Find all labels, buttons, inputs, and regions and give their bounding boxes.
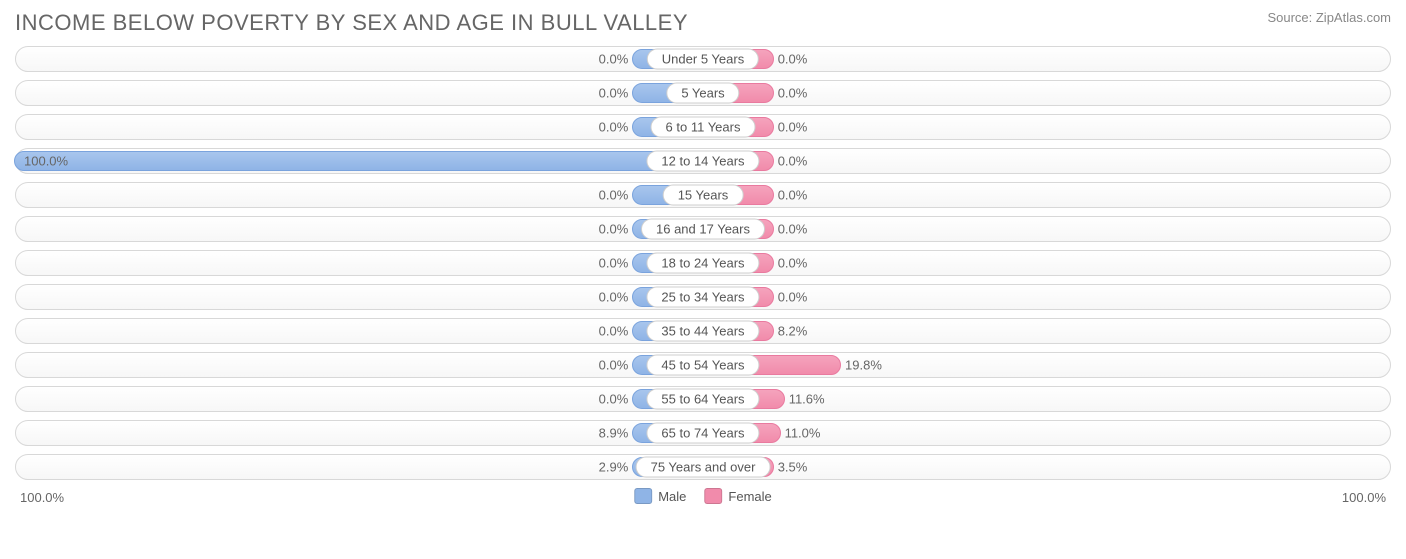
female-value: 11.6% — [789, 392, 825, 407]
age-group-label: 15 Years — [663, 185, 744, 206]
male-value: 0.0% — [599, 188, 629, 203]
chart-title: INCOME BELOW POVERTY BY SEX AND AGE IN B… — [15, 10, 688, 36]
chart-source: Source: ZipAtlas.com — [1267, 10, 1391, 25]
female-value: 19.8% — [845, 358, 882, 373]
chart-row: 25 to 34 Years 0.0% 0.0% — [15, 284, 1391, 310]
age-group-label: 75 Years and over — [636, 457, 771, 478]
male-value: 0.0% — [599, 120, 629, 135]
legend-male: Male — [634, 488, 686, 504]
age-group-label: 6 to 11 Years — [651, 117, 756, 138]
chart-row: 65 to 74 Years 8.9% 11.0% — [15, 420, 1391, 446]
female-value: 0.0% — [778, 120, 808, 135]
age-group-label: 65 to 74 Years — [646, 423, 759, 444]
male-bar — [14, 151, 703, 171]
female-value: 8.2% — [778, 324, 808, 339]
age-group-label: 25 to 34 Years — [646, 287, 759, 308]
axis-max-right: 100.0% — [1342, 490, 1386, 505]
male-value: 0.0% — [599, 86, 629, 101]
chart-row: 16 and 17 Years 0.0% 0.0% — [15, 216, 1391, 242]
male-value: 0.0% — [599, 52, 629, 67]
axis-max-left: 100.0% — [20, 490, 64, 505]
age-group-label: 35 to 44 Years — [646, 321, 759, 342]
chart-row: 75 Years and over 2.9% 3.5% — [15, 454, 1391, 480]
chart-row: 45 to 54 Years 0.0% 19.8% — [15, 352, 1391, 378]
age-group-label: 18 to 24 Years — [646, 253, 759, 274]
age-group-label: 45 to 54 Years — [646, 355, 759, 376]
chart-row: 5 Years 0.0% 0.0% — [15, 80, 1391, 106]
female-value: 11.0% — [785, 426, 821, 441]
male-value: 100.0% — [24, 154, 68, 169]
female-value: 0.0% — [778, 188, 808, 203]
male-value: 0.0% — [599, 290, 629, 305]
legend-female: Female — [704, 488, 771, 504]
legend: Male Female — [634, 488, 772, 504]
female-value: 3.5% — [778, 460, 808, 475]
female-value: 0.0% — [778, 256, 808, 271]
age-group-label: 12 to 14 Years — [646, 151, 759, 172]
male-value: 0.0% — [599, 392, 629, 407]
chart-row: 35 to 44 Years 0.0% 8.2% — [15, 318, 1391, 344]
legend-male-label: Male — [658, 489, 686, 504]
female-value: 0.0% — [778, 290, 808, 305]
chart-row: 6 to 11 Years 0.0% 0.0% — [15, 114, 1391, 140]
poverty-chart: INCOME BELOW POVERTY BY SEX AND AGE IN B… — [0, 0, 1406, 559]
chart-row: 18 to 24 Years 0.0% 0.0% — [15, 250, 1391, 276]
chart-row: 15 Years 0.0% 0.0% — [15, 182, 1391, 208]
male-swatch-icon — [634, 488, 652, 504]
male-value: 0.0% — [599, 324, 629, 339]
male-value: 0.0% — [599, 222, 629, 237]
male-value: 2.9% — [599, 460, 629, 475]
age-group-label: 55 to 64 Years — [646, 389, 759, 410]
legend-female-label: Female — [728, 489, 771, 504]
age-group-label: Under 5 Years — [647, 49, 759, 70]
chart-rows: Under 5 Years0.0%0.0%5 Years0.0%0.0%6 to… — [10, 46, 1396, 480]
age-group-label: 16 and 17 Years — [641, 219, 765, 240]
chart-row: 55 to 64 Years 0.0% 11.6% — [15, 386, 1391, 412]
male-value: 0.0% — [599, 358, 629, 373]
age-group-label: 5 Years — [666, 83, 739, 104]
female-value: 0.0% — [778, 52, 808, 67]
chart-row: Under 5 Years 0.0% 0.0% — [15, 46, 1391, 72]
female-value: 0.0% — [778, 222, 808, 237]
female-value: 0.0% — [778, 86, 808, 101]
chart-footer: 100.0% 100.0% Male Female — [10, 488, 1396, 526]
male-value: 8.9% — [599, 426, 629, 441]
male-value: 0.0% — [599, 256, 629, 271]
chart-row: 12 to 14 Years 100.0% 0.0% — [15, 148, 1391, 174]
female-swatch-icon — [704, 488, 722, 504]
chart-header: INCOME BELOW POVERTY BY SEX AND AGE IN B… — [10, 5, 1396, 46]
female-value: 0.0% — [778, 154, 808, 169]
